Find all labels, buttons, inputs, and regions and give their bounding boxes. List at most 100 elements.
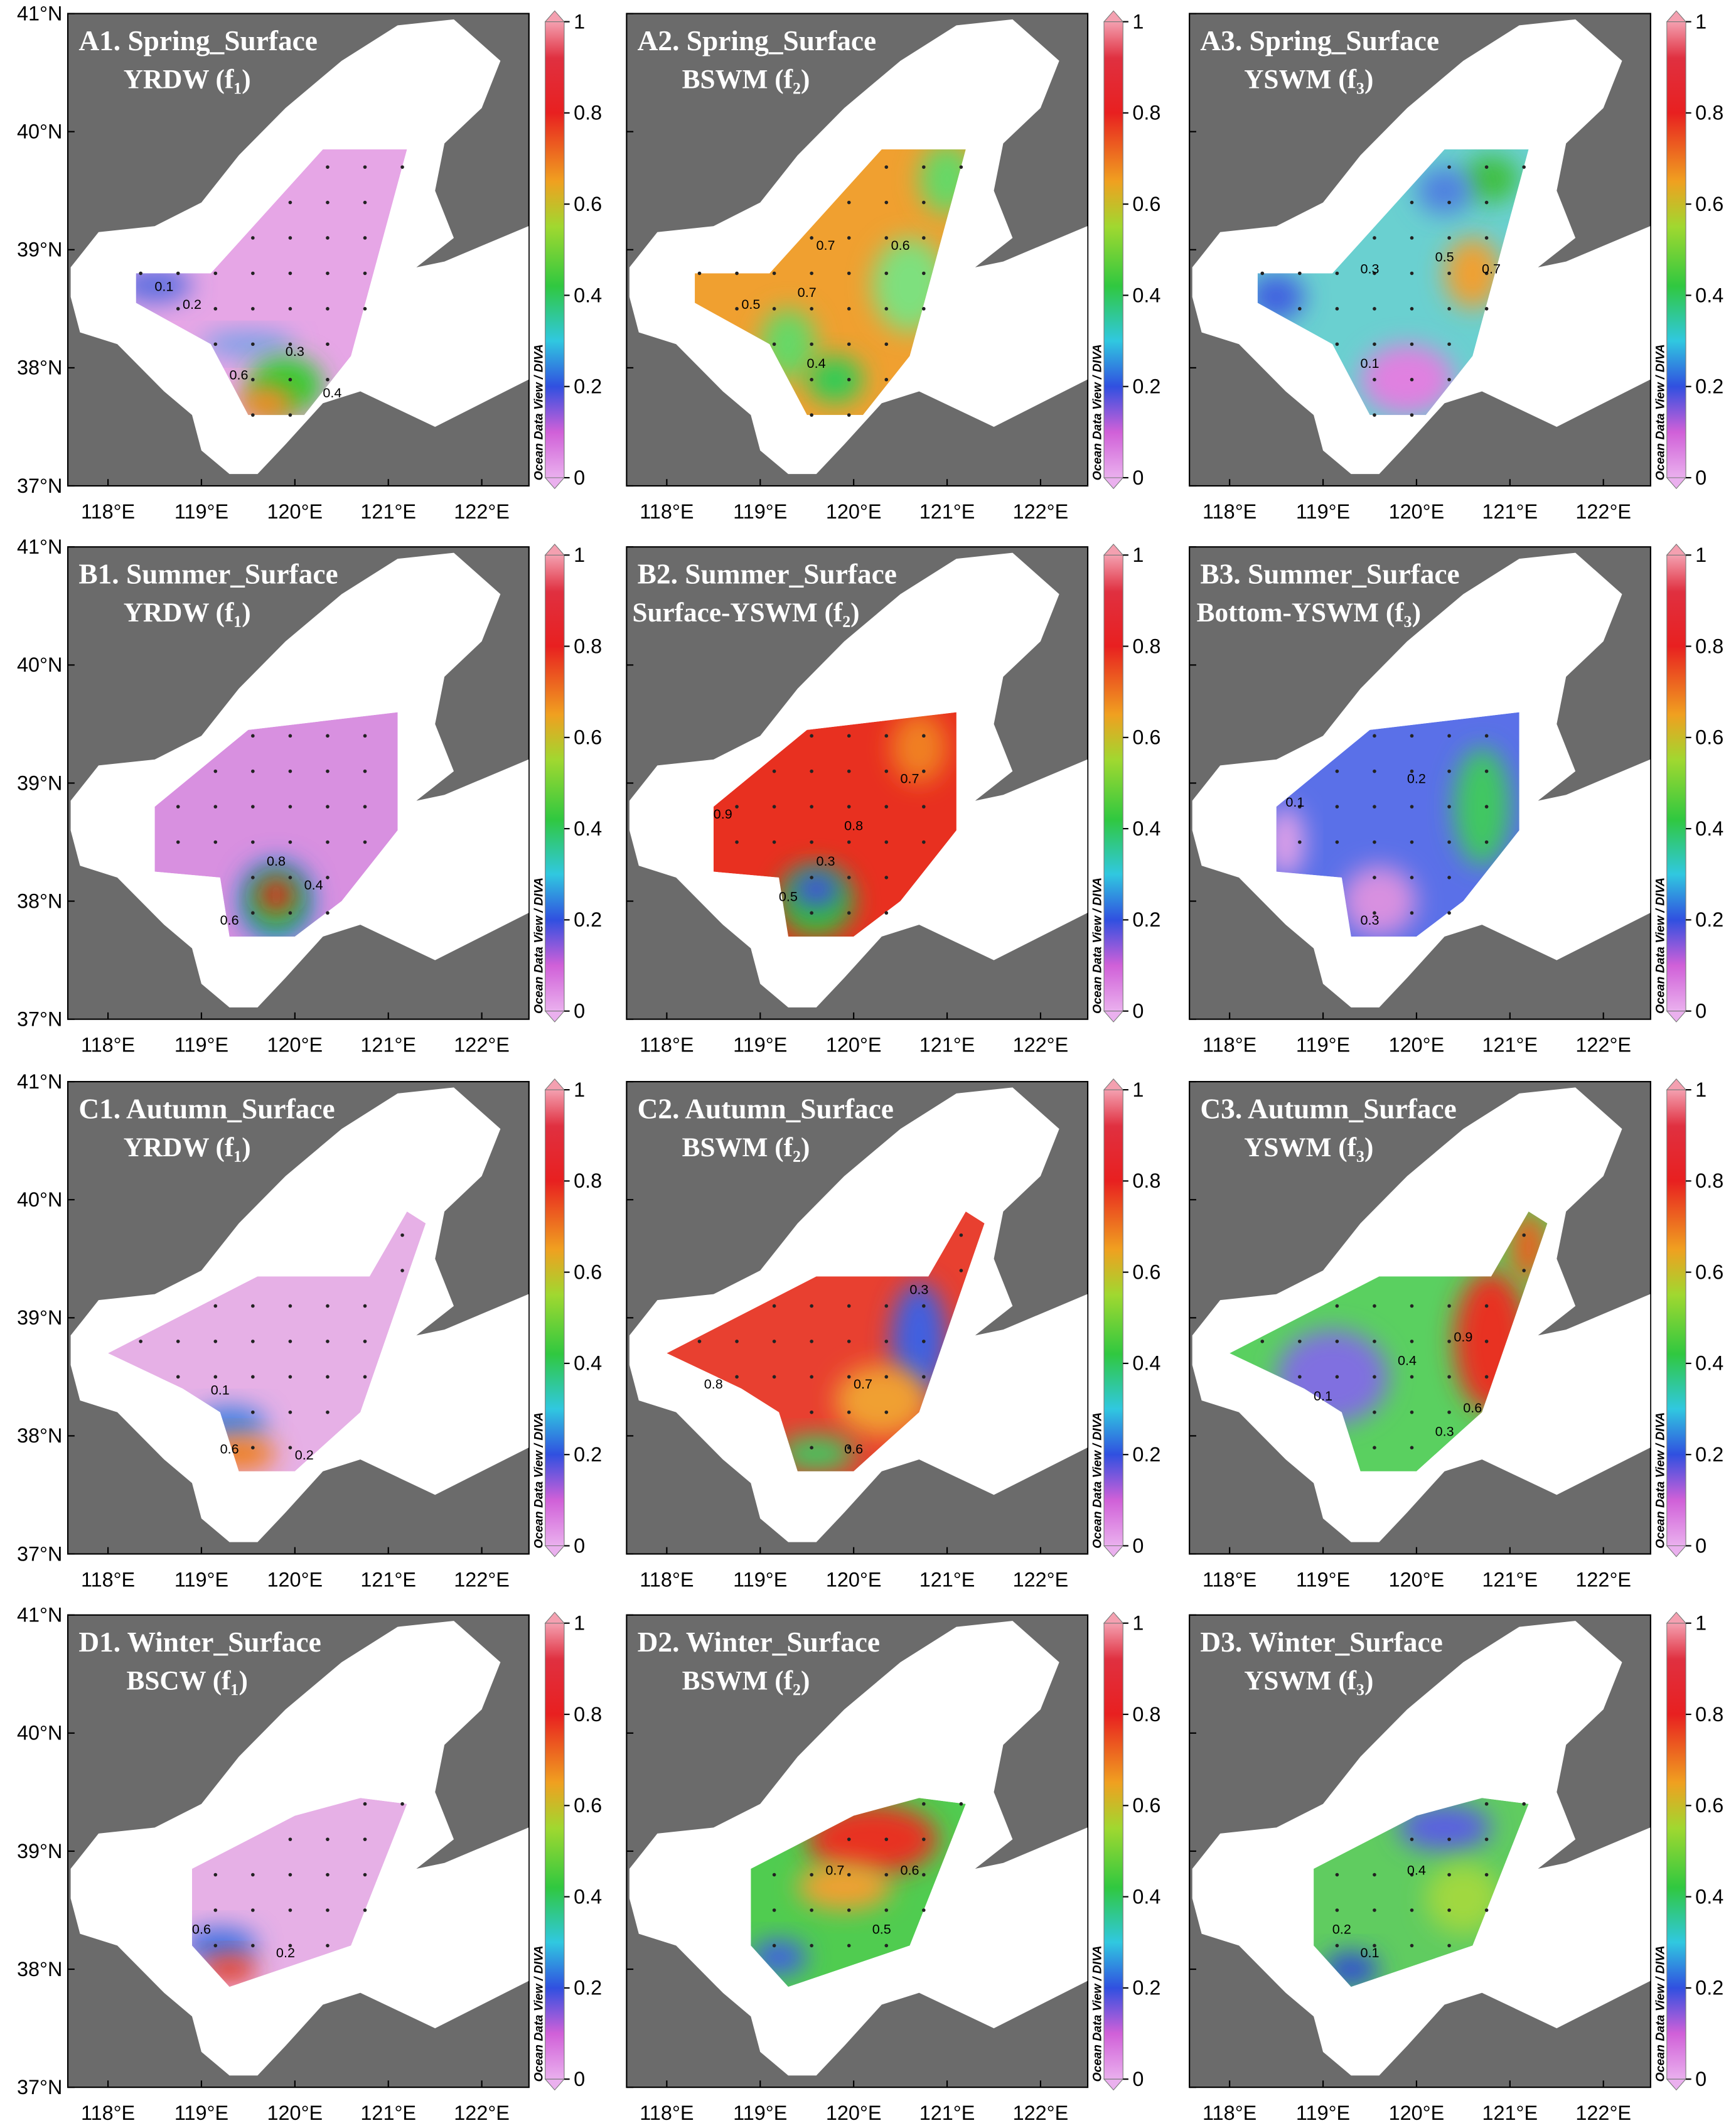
station [1410,307,1414,311]
field-blob [1341,866,1417,937]
station [1373,876,1376,879]
colorbar-cap [544,477,565,490]
station [1484,734,1489,738]
station [810,911,813,915]
station [922,1304,926,1308]
station [1298,1340,1302,1343]
colorbar-tick-label: 0.6 [574,1260,602,1283]
station [1410,1410,1414,1414]
station [959,1802,963,1806]
colorbar-tick-label: 1 [574,544,585,566]
station [1447,840,1451,844]
station [288,1304,292,1308]
contour-label: 0.2 [295,1447,314,1463]
colorbar-cap [1103,544,1124,556]
contour-label: 0.5 [741,296,760,312]
station [1410,1943,1414,1948]
colorbar-cap [544,1078,565,1090]
lon-label: 118°E [640,1568,694,1591]
colorbar-tick-label: 1 [1132,544,1144,566]
colorbar-tick-label: 0.4 [1695,1885,1723,1908]
station [213,342,218,347]
station [213,271,218,276]
lon-label: 119°E [733,2102,787,2124]
station [847,377,851,382]
contour-label: 0.7 [900,770,919,786]
lon-label: 121°E [919,1034,975,1056]
lat-label: 39°N [17,1840,62,1862]
field [695,149,966,416]
field [1257,149,1529,416]
lon-label: 121°E [1482,2102,1538,2124]
station [251,840,255,844]
station [1373,734,1376,738]
station [1373,1410,1376,1414]
station [1410,1340,1414,1343]
colorbar-tick-label: 0 [574,999,585,1022]
colorbar-label: Ocean Data View / DIVA [1091,344,1105,480]
station [884,911,889,915]
field-blob [1463,155,1519,203]
panel-subtitle: YSWM (f₃) [1244,1132,1373,1163]
panel-subtitle: YRDW (f₁) [124,598,251,628]
lon-label: 122°E [454,2102,510,2124]
station [847,805,851,809]
lat-label: 37°N [17,1542,62,1565]
station [772,769,776,773]
contour-label: 0.1 [154,279,173,294]
lon-label: 120°E [1389,1034,1445,1056]
contour-label: 0.2 [183,296,201,312]
contour-label: 0.7 [825,1862,844,1878]
station [1484,769,1489,773]
station [251,769,255,773]
field-blob [779,1436,854,1471]
lon-label: 118°E [81,1034,135,1056]
colorbar-tick-label: 0.2 [574,1443,602,1466]
colorbar-tick-label: 0 [574,2068,585,2090]
station [213,769,218,773]
station [251,1446,255,1450]
station [922,734,926,738]
station [922,1908,926,1912]
colorbar [1666,1623,1686,2080]
station [1522,165,1526,169]
field [1314,1798,1529,1987]
station [1447,1375,1451,1379]
lon-label: 120°E [826,500,882,523]
station [810,413,813,417]
lon-label: 120°E [267,1568,323,1591]
station [251,1943,255,1948]
lat-label: 41°N [17,1070,62,1093]
lon-label: 118°E [81,2102,135,2124]
panel-subtitle: Surface-YSWM (f₂) [632,598,859,628]
lat-label: 38°N [17,357,62,379]
station [288,1446,292,1450]
field-blob [793,871,840,907]
colorbar-cap [1103,2078,1124,2091]
station [884,236,889,240]
field-base [154,712,398,937]
colorbar-tick-label: 1 [1695,544,1707,566]
station [847,1410,851,1414]
station [884,1908,889,1912]
colorbar-tick-label: 0.8 [1132,635,1160,657]
station [922,805,926,809]
colorbar-label: Ocean Data View / DIVA [532,344,545,480]
lon-label: 121°E [360,1568,416,1591]
station [847,1837,851,1841]
lon-label: 118°E [81,1568,135,1591]
colorbar-label: Ocean Data View / DIVA [1091,1945,1105,2082]
station [884,734,889,738]
contour-label: 0.6 [1463,1400,1482,1416]
station [810,805,813,809]
lon-label: 120°E [1389,1568,1445,1591]
field-base [695,149,966,416]
field-blob [1454,748,1510,866]
station [847,1304,851,1308]
station [1260,271,1265,276]
station [400,1233,404,1237]
contour-label: 0.1 [211,1382,230,1398]
station [810,1304,813,1308]
station [735,1375,739,1379]
station [288,307,292,311]
